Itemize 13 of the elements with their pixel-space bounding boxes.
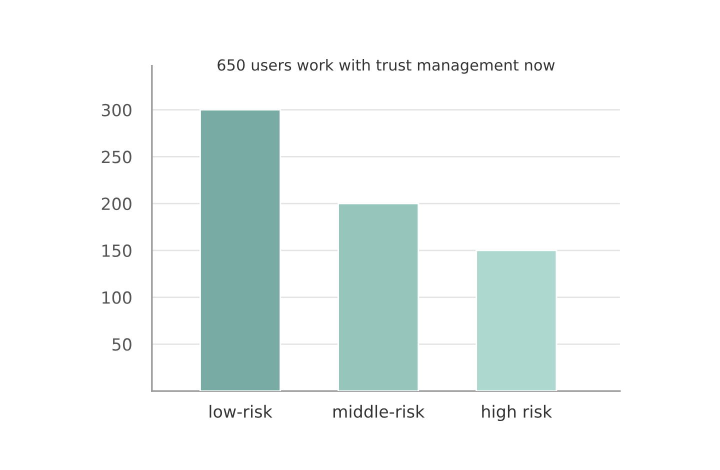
bar — [338, 202, 420, 392]
x-tick-label: high risk — [482, 404, 552, 422]
y-tick-label: 200 — [102, 198, 132, 210]
x-tick-label: middle-risk — [333, 404, 425, 418]
x-tick-label: low-risk — [210, 404, 272, 418]
y-tick-label: 100 — [102, 291, 132, 304]
y-tick-label: 50 — [112, 338, 132, 351]
y-tick-label: 150 — [102, 244, 132, 258]
bar — [476, 250, 558, 392]
y-tick-label: 250 — [102, 150, 132, 164]
bar — [200, 109, 282, 392]
y-tick-label: 300 — [102, 104, 132, 116]
chart-title: 650 users work with trust management now — [218, 58, 555, 74]
